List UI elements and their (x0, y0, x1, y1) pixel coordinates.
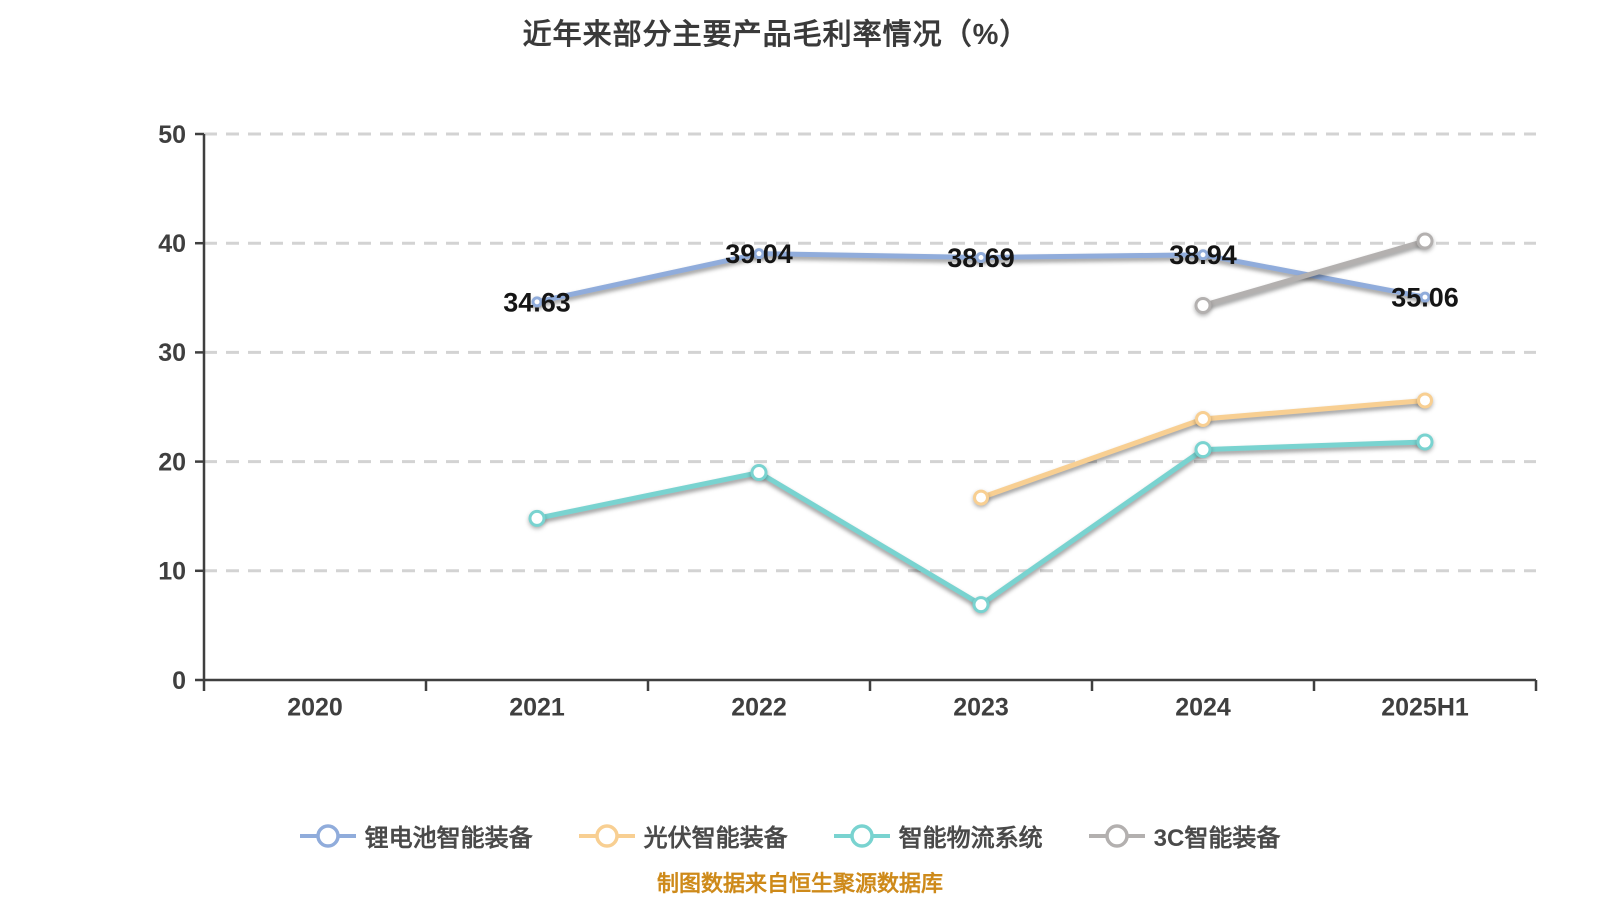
series-line-logistics-system (534, 439, 1428, 608)
legend-label: 光伏智能装备 (643, 825, 788, 852)
legend-marker-icon (578, 823, 635, 848)
y-tick-label-50: 50 (158, 121, 186, 149)
x-tick-label-2025H1: 2025H1 (1381, 694, 1469, 722)
legend: 锂电池智能装备 光伏智能装备 智能物流系统 3C智能装备 (0, 818, 1590, 853)
series-point-li-battery-equipment-2024 (1197, 249, 1209, 261)
legend-label: 3C智能装备 (1153, 825, 1281, 852)
series-point-logistics-system-2021 (528, 509, 546, 527)
series-point-pv-equipment-2023 (973, 489, 989, 506)
y-tick-label-40: 40 (158, 230, 186, 258)
legend-item-logistics-system[interactable]: 智能物流系统 (833, 818, 1043, 853)
y-tick-label-10: 10 (158, 558, 186, 586)
y-tick-label-0: 0 (172, 667, 186, 695)
y-tick-label-30: 30 (158, 339, 186, 367)
series-line-3c-equipment (1200, 238, 1428, 308)
x-tick-label-2023: 2023 (953, 694, 1009, 722)
legend-item-3c-equipment[interactable]: 3C智能装备 (1088, 818, 1281, 853)
legend-marker-icon (1088, 823, 1145, 848)
y-tick-label-20: 20 (158, 448, 186, 476)
data-label-li-battery-equipment-2025H1: 35.06 (1391, 283, 1459, 313)
x-tick-label-2024: 2024 (1175, 694, 1231, 722)
series-point-3c-equipment-2024 (1194, 296, 1212, 314)
series-point-li-battery-equipment-2025H1 (1419, 291, 1431, 303)
series-point-li-battery-equipment-2021 (531, 296, 543, 308)
series-point-li-battery-equipment-2022 (753, 248, 765, 260)
x-tick-label-2022: 2022 (731, 694, 787, 722)
series-point-logistics-system-2025H1 (1416, 433, 1434, 451)
series-point-3c-equipment-2025H1 (1416, 232, 1434, 250)
line-chart-plot: 0 10 20 30 40 50 2020 2021 2022 2023 2024 2025H1 34.… (158, 121, 1538, 722)
legend-marker-icon (833, 823, 890, 848)
series-point-logistics-system-2024 (1194, 441, 1212, 459)
series-point-li-battery-equipment-2023 (975, 252, 987, 264)
data-label-li-battery-equipment-2024: 38.94 (1169, 240, 1237, 270)
x-tick-label-2020: 2020 (287, 694, 343, 722)
legend-marker-icon (299, 823, 356, 848)
series-point-pv-equipment-2024 (1195, 411, 1211, 428)
legend-item-li-battery-equipment[interactable]: 锂电池智能装备 (299, 818, 533, 853)
legend-label: 锂电池智能装备 (364, 825, 533, 852)
series-point-logistics-system-2023 (972, 596, 990, 614)
legend-label: 智能物流系统 (898, 825, 1043, 852)
data-label-li-battery-equipment-2022: 39.04 (725, 239, 793, 269)
chart-title: 近年来部分主要产品毛利率情况（%） (522, 19, 1030, 51)
legend-item-pv-equipment[interactable]: 光伏智能装备 (578, 818, 788, 853)
data-source-note: 制图数据来自恒生聚源数据库 (656, 871, 943, 896)
data-label-li-battery-equipment-2023: 38.69 (947, 243, 1015, 273)
series-point-pv-equipment-2025H1 (1417, 392, 1433, 409)
data-label-li-battery-equipment-2021: 34.63 (503, 287, 571, 317)
series-point-logistics-system-2022 (750, 464, 768, 482)
x-tick-label-2021: 2021 (509, 694, 565, 722)
